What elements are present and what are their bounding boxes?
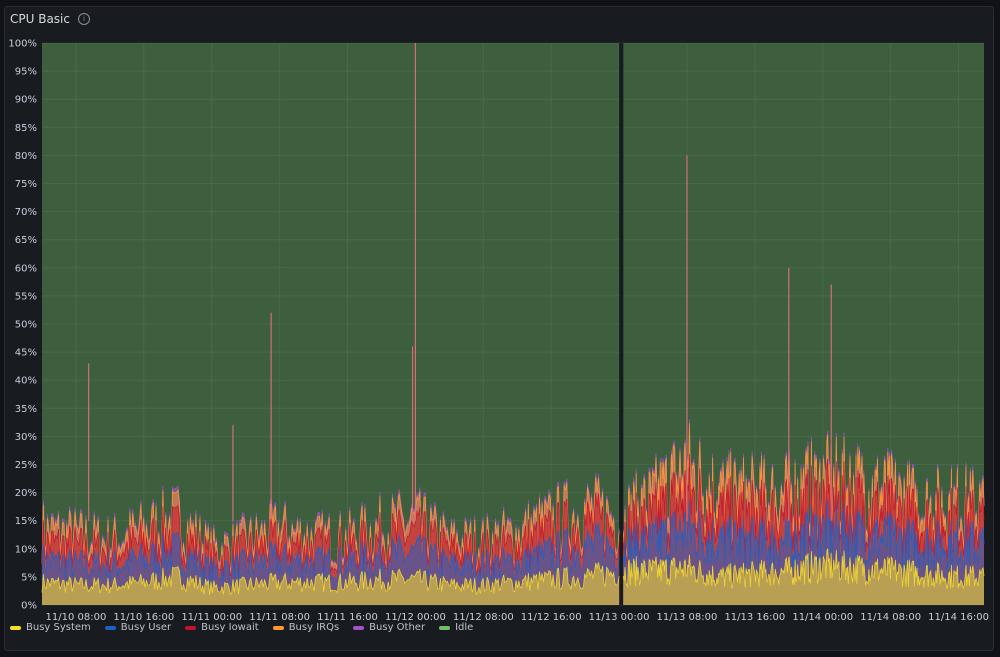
y-tick-label: 70% <box>15 207 37 218</box>
legend-label: Busy User <box>120 622 172 633</box>
legend-item-busy-irqs[interactable]: Busy IRQs <box>272 622 340 633</box>
line-busy-user <box>41 522 620 586</box>
chart-spikes <box>88 43 832 521</box>
line-busy-system <box>41 562 620 596</box>
x-tick-label: 11/10 16:00 <box>113 612 174 623</box>
legend-swatch <box>272 625 284 630</box>
x-axis: 11/10 08:00 11/10 16:00 11/11 00:00 11/11 0… <box>46 612 989 623</box>
y-tick-label: 60% <box>15 263 37 274</box>
y-tick-label: 90% <box>15 95 37 106</box>
legend-label: Busy System <box>26 622 91 633</box>
y-tick-label: 30% <box>15 432 37 443</box>
x-tick-label: 11/13 08:00 <box>657 612 718 623</box>
x-tick-label: 11/11 00:00 <box>181 612 242 623</box>
x-tick-label: 11/14 00:00 <box>792 612 853 623</box>
y-tick-label: 35% <box>15 404 37 415</box>
panel-header: CPU Basic i <box>10 9 90 29</box>
y-tick-label: 80% <box>15 151 37 162</box>
panel-title[interactable]: CPU Basic <box>10 12 70 26</box>
y-tick-label: 15% <box>15 516 37 527</box>
legend-swatch <box>10 625 21 630</box>
line-busy-user <box>622 499 985 574</box>
legend-swatch <box>439 625 451 630</box>
y-tick-label: 25% <box>15 460 37 471</box>
line-busy-iowait <box>622 454 985 564</box>
legend-label: Idle <box>455 622 474 633</box>
y-axis: 0% 5% 10% 15% 20% 25% 30% 35% 40% 45% 50% 55% 60% 65%… <box>8 39 37 612</box>
x-tick-label: 11/14 08:00 <box>860 612 921 623</box>
y-tick-label: 5% <box>21 572 37 583</box>
x-tick-label: 11/11 08:00 <box>249 612 310 623</box>
y-tick-label: 75% <box>15 179 37 190</box>
x-tick-label: 11/13 16:00 <box>724 612 785 623</box>
x-tick-label: 11/10 08:00 <box>46 612 107 623</box>
area-busy-system <box>42 562 620 605</box>
chart-legend: Busy System Busy User Busy Iowait Busy IRQs… <box>10 622 473 633</box>
legend-swatch <box>185 625 197 630</box>
x-tick-label: 11/13 00:00 <box>589 612 650 623</box>
chart-areas <box>41 43 985 605</box>
legend-item-busy-system[interactable]: Busy System <box>10 622 91 633</box>
y-tick-label: 50% <box>15 320 37 331</box>
legend-item-idle[interactable]: Idle <box>439 622 473 633</box>
area-busy-system <box>623 548 984 605</box>
x-tick-label: 11/14 16:00 <box>928 612 989 623</box>
legend-item-busy-iowait[interactable]: Busy Iowait <box>185 622 259 633</box>
x-tick-label: 11/12 08:00 <box>453 612 514 623</box>
y-tick-label: 100% <box>8 39 37 50</box>
legend-swatch <box>104 625 116 630</box>
legend-label: Busy IRQs <box>288 622 340 633</box>
data-gap <box>619 43 624 605</box>
x-tick-label: 11/12 16:00 <box>521 612 582 623</box>
y-tick-label: 95% <box>15 67 37 78</box>
y-tick-label: 0% <box>21 601 37 612</box>
x-tick-label: 11/12 00:00 <box>385 612 446 623</box>
y-tick-label: 55% <box>15 291 37 302</box>
y-tick-label: 10% <box>15 544 37 555</box>
y-tick-label: 65% <box>15 235 37 246</box>
line-busy-system <box>622 548 985 589</box>
y-tick-label: 45% <box>15 348 37 359</box>
legend-item-busy-user[interactable]: Busy User <box>104 622 172 633</box>
legend-label: Busy Iowait <box>201 622 259 633</box>
y-tick-label: 20% <box>15 488 37 499</box>
info-icon[interactable]: i <box>77 13 90 25</box>
legend-swatch <box>353 625 365 630</box>
y-tick-label: 40% <box>15 376 37 387</box>
y-tick-label: 85% <box>15 123 37 134</box>
x-tick-label: 11/11 16:00 <box>317 612 378 623</box>
legend-label: Busy Other <box>369 622 426 633</box>
legend-item-busy-other[interactable]: Busy Other <box>353 622 425 633</box>
